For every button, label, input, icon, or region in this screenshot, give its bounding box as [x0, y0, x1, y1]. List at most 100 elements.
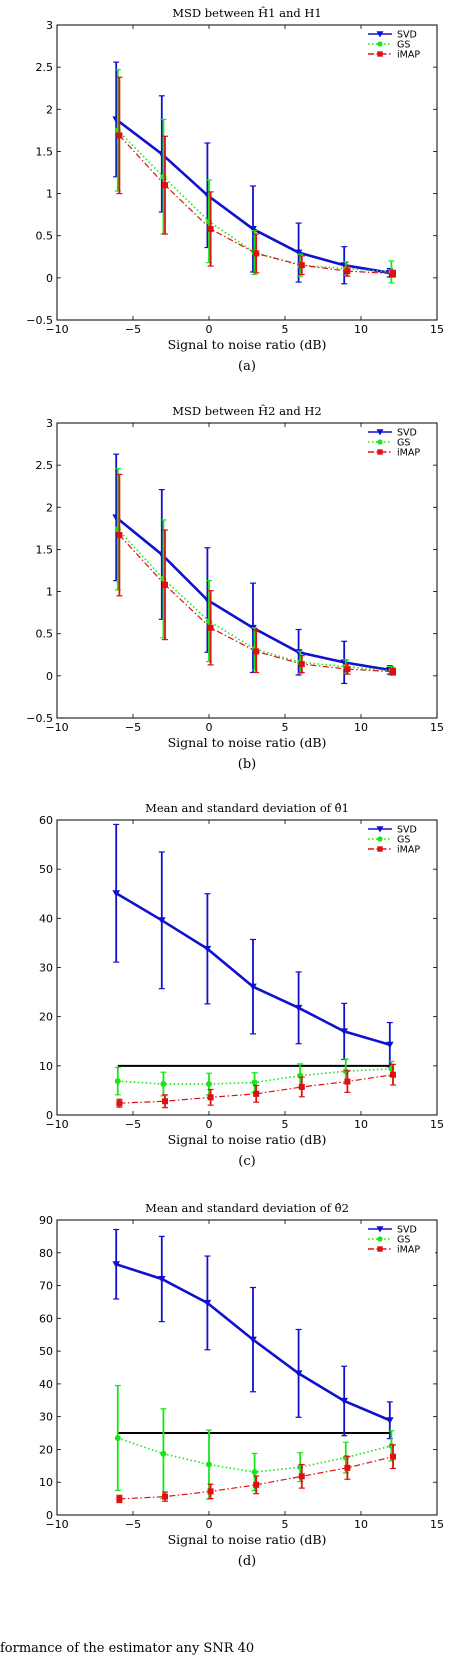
- series-gs: [114, 467, 395, 676]
- legend-marker: [377, 836, 383, 842]
- y-tick-label: 1: [46, 586, 53, 599]
- legend-label: iMAP: [397, 448, 420, 459]
- x-tick-label: 0: [206, 721, 213, 734]
- legend-marker: [376, 31, 384, 38]
- series-imap: [116, 473, 396, 676]
- panel-caption: (d): [238, 1554, 256, 1569]
- x-tick-label: 10: [354, 1518, 368, 1531]
- legend-label: SVD: [397, 825, 417, 836]
- y-tick-label: 2: [46, 103, 53, 116]
- data-point: [207, 1094, 214, 1101]
- data-point: [112, 1261, 120, 1269]
- legend-marker: [377, 51, 383, 57]
- y-tick-label: 0: [46, 1509, 53, 1522]
- y-tick-label: 1.5: [36, 145, 54, 158]
- data-point: [340, 1397, 348, 1405]
- x-tick-label: 5: [282, 1118, 289, 1131]
- chart-panel-2: MSD between Ĥ2 and H2 −10 −5 0 5 10 15 −0.5 0 0.5…: [26, 404, 444, 772]
- y-tick-label: 60: [39, 814, 53, 827]
- plot-frame: [56, 422, 438, 719]
- data-point: [251, 1469, 258, 1476]
- data-point: [390, 270, 396, 277]
- legend-marker: [376, 429, 384, 436]
- legend-marker: [376, 826, 384, 833]
- legend-marker: [376, 1226, 384, 1233]
- data-point: [344, 268, 351, 275]
- data-point: [390, 1071, 396, 1078]
- y-tick-label: −0.5: [26, 712, 53, 725]
- chart-title: MSD between Ĥ1 and H1: [172, 6, 321, 20]
- data-point: [162, 182, 168, 189]
- x-tick-label: 5: [282, 721, 289, 734]
- data-point: [158, 917, 166, 925]
- data-point: [207, 225, 214, 232]
- data-point: [249, 983, 257, 991]
- legend-label: GS: [397, 438, 410, 449]
- legend-label: iMAP: [397, 845, 420, 856]
- legend-label: iMAP: [397, 1245, 420, 1256]
- y-tick-label: 3: [46, 417, 53, 430]
- y-tick-label: 30: [39, 1411, 53, 1424]
- y-tick-label: 40: [39, 1378, 53, 1391]
- data-point: [114, 1078, 121, 1085]
- chart-panel-4: Mean and standard deviation of θ̂2 −10 −5 0…: [39, 1201, 444, 1569]
- legend-label: GS: [397, 40, 410, 51]
- y-tick-label: 1.5: [36, 543, 54, 556]
- data-point: [116, 1495, 123, 1502]
- x-tick-label: 0: [206, 1118, 213, 1131]
- data-point: [207, 624, 214, 631]
- y-tick-label: 40: [39, 912, 53, 925]
- x-tick-label: 15: [430, 1518, 444, 1531]
- data-point: [251, 1079, 258, 1086]
- chart-title: MSD between Ĥ2 and H2: [172, 404, 321, 418]
- x-tick-label: 10: [354, 1118, 368, 1131]
- data-point: [344, 666, 351, 673]
- data-point: [162, 1493, 168, 1500]
- legend-label: iMAP: [397, 50, 420, 61]
- data-point: [298, 1473, 305, 1480]
- data-point: [344, 1078, 351, 1085]
- data-point: [294, 1004, 303, 1012]
- data-point: [112, 890, 120, 898]
- series-imap: [116, 76, 396, 278]
- data-point: [294, 249, 303, 257]
- y-tick-label: 90: [39, 1214, 53, 1227]
- series-gs: [114, 1058, 395, 1097]
- y-tick-label: 0.5: [36, 628, 54, 641]
- y-tick-label: 10: [39, 1476, 53, 1489]
- data-point: [294, 1370, 303, 1378]
- data-point: [344, 1464, 351, 1471]
- legend-label: SVD: [397, 428, 417, 439]
- x-axis-label: Signal to noise ratio (dB): [168, 1132, 327, 1147]
- data-point: [253, 250, 260, 257]
- legend-label: SVD: [397, 1225, 417, 1236]
- data-point: [160, 1081, 167, 1088]
- panel-caption: (a): [238, 359, 256, 374]
- y-tick-label: 3: [46, 19, 53, 32]
- y-tick-label: −0.5: [26, 314, 53, 327]
- y-tick-label: 2: [46, 501, 53, 514]
- x-tick-label: −5: [125, 1118, 141, 1131]
- y-tick-label: 20: [39, 1443, 53, 1456]
- legend-marker: [377, 1246, 383, 1252]
- y-tick-label: 60: [39, 1312, 53, 1325]
- chart-panel-3: Mean and standard deviation of θ̂1 −10 −5 0…: [39, 801, 444, 1169]
- data-point: [206, 1461, 212, 1468]
- x-tick-label: −10: [45, 1518, 68, 1531]
- x-tick-label: −10: [45, 1118, 68, 1131]
- data-point: [158, 1276, 166, 1283]
- data-point: [116, 532, 123, 539]
- series-svd: [112, 1228, 394, 1440]
- x-tick-label: −10: [45, 721, 68, 734]
- data-point: [249, 1336, 257, 1344]
- y-tick-label: 1: [46, 188, 53, 201]
- data-point: [298, 1083, 305, 1090]
- data-point: [116, 1100, 123, 1107]
- series-imap: [116, 1444, 396, 1504]
- data-point: [203, 945, 212, 953]
- x-tick-label: −5: [125, 323, 141, 336]
